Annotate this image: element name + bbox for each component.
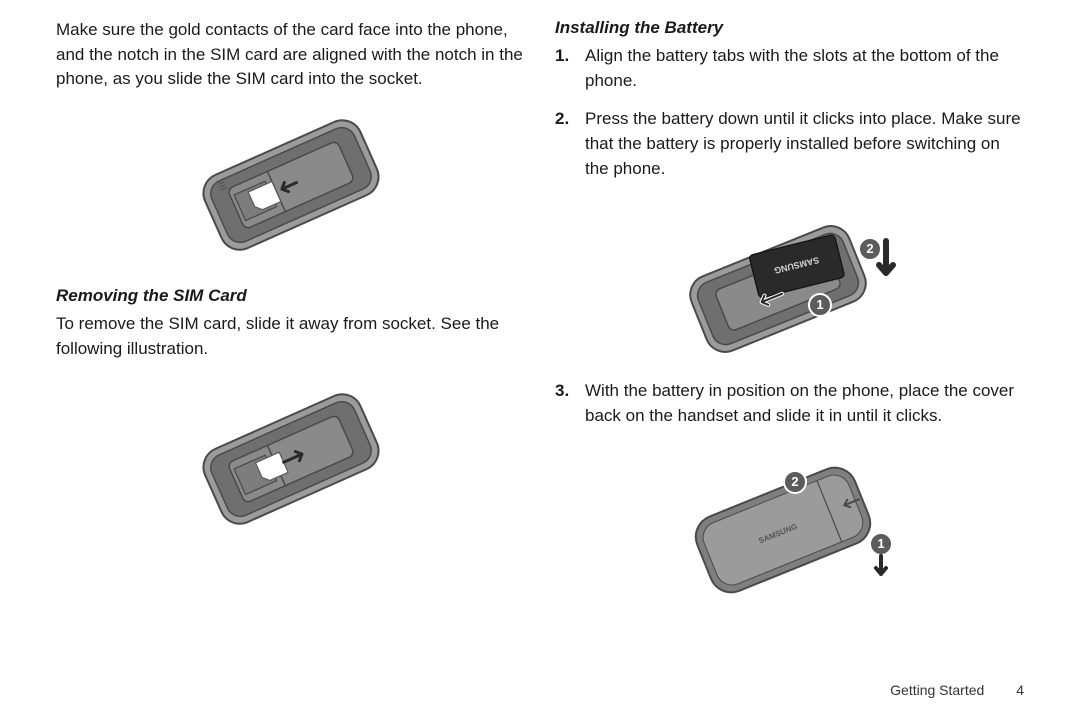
sim-insert-intro: Make sure the gold contacts of the card … <box>56 18 525 92</box>
install-step-3: With the battery in position on the phon… <box>585 379 1024 428</box>
install-step-2: Press the battery down until it clicks i… <box>585 107 1024 181</box>
phone-sim-insert-illustration <box>176 110 406 260</box>
right-column: Installing the Battery Align the battery… <box>555 18 1024 658</box>
install-steps: Align the battery tabs with the slots at… <box>555 44 1024 195</box>
figure-cover-install: SAMSUNG 2 1 <box>555 452 1024 602</box>
remove-sim-body: To remove the SIM card, slide it away fr… <box>56 312 525 361</box>
page-footer: Getting Started 4 <box>890 682 1024 698</box>
cover-callout-2: 2 <box>791 474 798 489</box>
heading-removing-sim: Removing the SIM Card <box>56 286 525 306</box>
phone-cover-install-illustration: SAMSUNG 2 1 <box>665 452 915 602</box>
footer-section: Getting Started <box>890 682 984 698</box>
left-column: Make sure the gold contacts of the card … <box>56 18 525 658</box>
install-step-1: Align the battery tabs with the slots at… <box>585 44 1024 93</box>
cover-callout-1: 1 <box>877 536 884 551</box>
install-steps-cont: With the battery in position on the phon… <box>555 379 1024 442</box>
figure-sim-insert <box>56 110 525 260</box>
phone-battery-install-illustration: SAMSUNG 1 2 <box>660 205 920 365</box>
callout-2: 2 <box>866 241 873 256</box>
footer-page-number: 4 <box>1016 682 1024 698</box>
figure-sim-remove <box>56 379 525 539</box>
figure-battery-install: SAMSUNG 1 2 <box>555 205 1024 365</box>
heading-installing-battery: Installing the Battery <box>555 18 1024 38</box>
callout-1: 1 <box>816 297 823 312</box>
phone-sim-remove-illustration <box>176 379 406 539</box>
